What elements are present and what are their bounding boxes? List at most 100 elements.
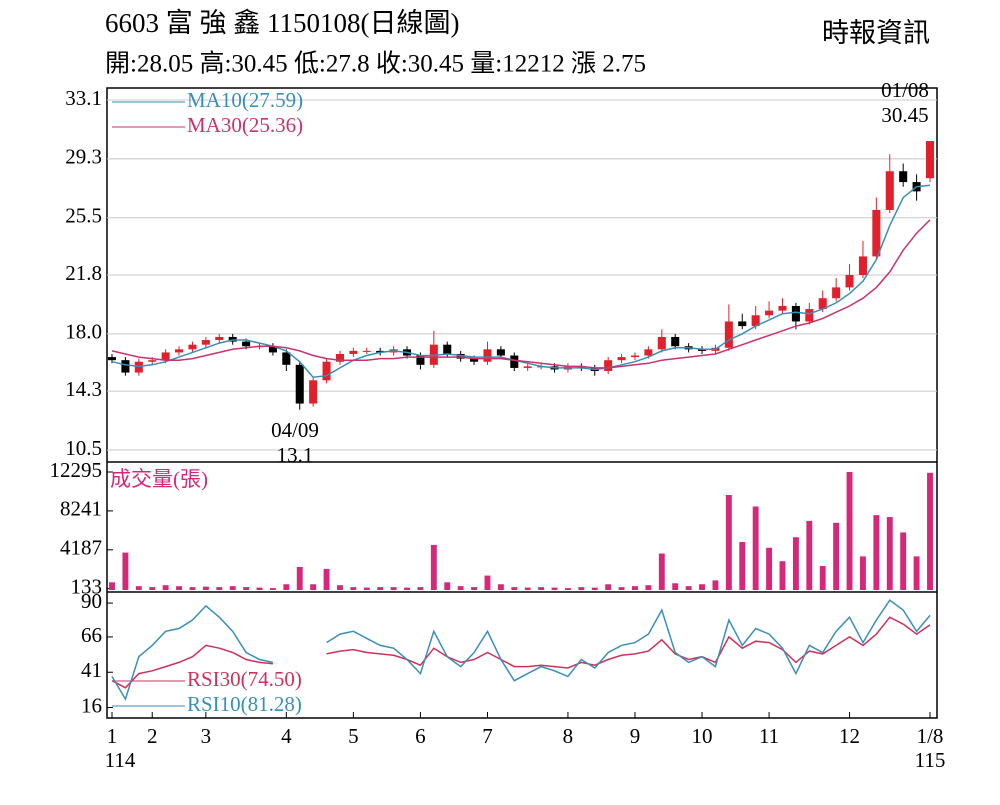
bar <box>310 584 317 590</box>
candle-body <box>604 360 613 372</box>
y-tick-label: 133 <box>71 575 103 599</box>
candle-body <box>899 171 908 183</box>
bar <box>632 586 638 590</box>
bar <box>229 586 236 590</box>
bar <box>430 544 437 590</box>
bar <box>444 582 451 590</box>
candle-body <box>657 336 666 350</box>
bar <box>176 586 182 590</box>
bar <box>779 561 786 590</box>
candle-body <box>644 349 653 356</box>
bar <box>497 584 504 590</box>
source: 時報資訊 <box>822 18 930 48</box>
candle-body <box>295 364 304 404</box>
candle-body <box>885 171 894 210</box>
bar <box>524 587 531 590</box>
candle-body <box>268 346 277 353</box>
candle-body <box>832 287 841 299</box>
bar <box>511 587 518 590</box>
bar <box>913 556 920 590</box>
candle-body <box>845 275 854 288</box>
bar <box>578 587 585 590</box>
bar <box>699 584 705 590</box>
x-tick-label: 12 <box>839 724 860 748</box>
series-line <box>111 599 931 701</box>
bar <box>243 587 250 590</box>
candle-body <box>242 341 251 347</box>
bar <box>792 537 799 590</box>
candle-body <box>201 340 210 345</box>
candle-body <box>175 349 184 353</box>
bar <box>873 515 880 590</box>
bar <box>283 584 290 590</box>
frame <box>106 87 938 719</box>
y-tick-label: 10.5 <box>65 436 102 460</box>
y-tick-label: 4187 <box>60 536 102 560</box>
legend-label: MA30(25.36) <box>187 113 303 137</box>
bar <box>672 583 679 590</box>
bar <box>417 587 424 590</box>
candle-body <box>778 305 787 311</box>
bar <box>216 587 223 590</box>
series-line <box>111 219 931 369</box>
candle-body <box>630 355 640 358</box>
candle-body <box>335 353 344 362</box>
bar <box>819 566 826 590</box>
candle-body <box>416 355 425 365</box>
bar <box>404 587 410 590</box>
series-line <box>111 616 931 689</box>
candle-body <box>121 360 130 373</box>
candle-body <box>791 305 800 322</box>
bar <box>323 568 330 590</box>
bar <box>296 566 303 590</box>
legend-label: RSI10(81.28) <box>187 692 302 716</box>
y-tick-label: 66 <box>81 623 102 647</box>
candle-body <box>309 380 318 404</box>
x-tick-label: 9 <box>630 724 641 748</box>
y-tick-label: 90 <box>81 589 102 613</box>
bar <box>149 587 156 590</box>
annotation: 13.1 <box>277 443 314 467</box>
bar <box>900 532 907 590</box>
x-tick-label: 2 <box>147 724 158 748</box>
y-tick-label: 12295 <box>50 458 103 482</box>
candle-body <box>724 321 733 348</box>
candle-body <box>510 355 519 368</box>
x-tick-label: 7 <box>482 724 493 748</box>
candle-body <box>322 361 331 381</box>
x-tick-label: 4 <box>281 724 292 748</box>
bar <box>538 587 545 590</box>
bar <box>162 585 169 590</box>
bar <box>122 552 129 590</box>
annotation: 30.45 <box>881 103 928 127</box>
legend-label: MA10(27.59) <box>187 88 303 112</box>
x-tick-label: 5 <box>348 724 359 748</box>
candle-body <box>161 352 170 361</box>
bar <box>685 586 692 590</box>
series-line <box>111 184 931 378</box>
candle-body <box>456 353 465 359</box>
annotation: 01/08 <box>881 78 929 102</box>
x-tick-label: 6 <box>415 724 426 748</box>
x-sublabel: 115 <box>915 748 946 772</box>
quote-info: 開:28.05 高:30.45 低:27.8 收:30.45 量:12212 漲… <box>105 50 646 78</box>
y-tick-label: 41 <box>81 658 102 682</box>
bar <box>886 517 893 590</box>
y-tick-label: 16 <box>81 693 102 717</box>
candle-body <box>738 321 747 327</box>
bar <box>350 587 357 590</box>
bar <box>739 542 746 590</box>
candle-body <box>805 309 814 322</box>
candle-body <box>483 349 492 362</box>
candle-body <box>496 349 505 356</box>
x-tick-label: 1/8 <box>917 724 944 748</box>
bar <box>202 586 209 590</box>
panel-title: 成交量(張) <box>110 467 208 491</box>
x-tick-label: 3 <box>201 724 212 748</box>
bar <box>390 587 397 590</box>
bar <box>256 587 263 590</box>
candle-body <box>282 352 291 365</box>
bar <box>135 586 142 590</box>
y-tick-label: 14.3 <box>65 377 102 401</box>
candle-body <box>523 366 532 368</box>
